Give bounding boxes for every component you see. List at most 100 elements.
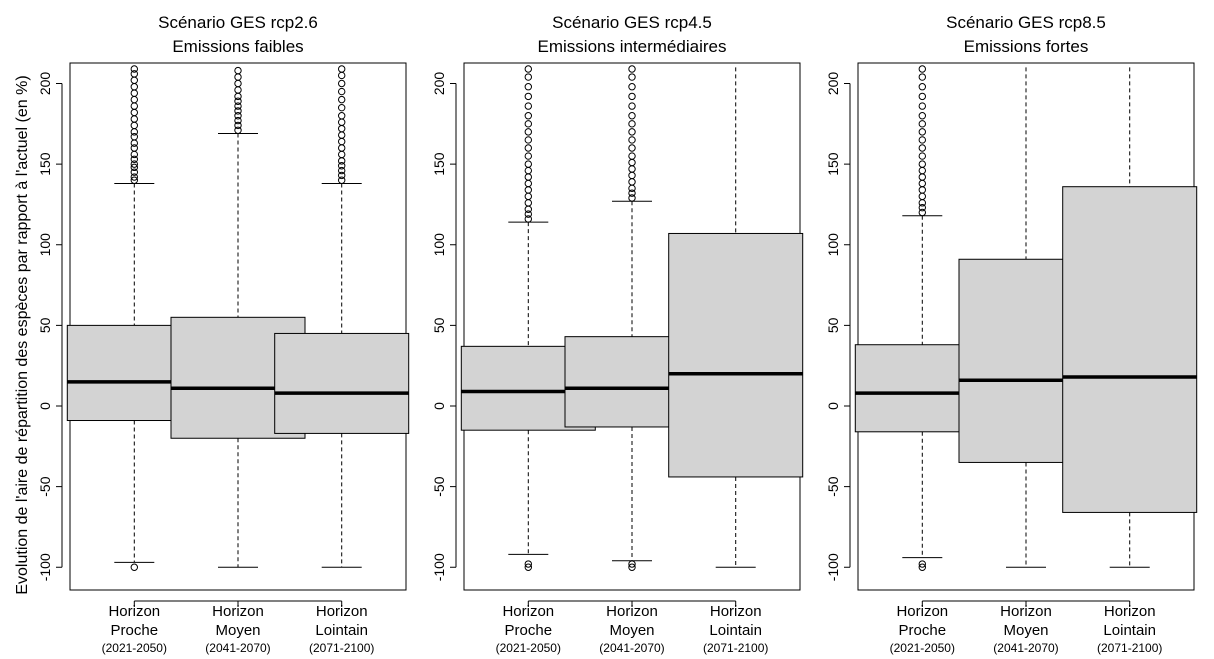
outlier-point [234,107,242,115]
outlier-point [130,176,138,184]
panel-subtitle: Emissions fortes [964,37,1089,56]
x-tick-label-line1: Horizon [108,603,160,620]
outlier-point [234,66,242,75]
y-tick-label: 100 [431,233,447,257]
outlier-point [524,83,532,91]
outlier-point [918,560,926,568]
outlier-point [234,86,242,94]
outlier-point [918,144,926,152]
outlier-point [524,199,532,207]
outlier-point [628,73,636,81]
x-tick-label-period: (2021-2050) [496,641,561,655]
outlier-point [338,137,346,146]
outlier-point [130,102,138,110]
outlier-point [234,97,242,105]
panel-2: -100 -50 0 50 100 150 200 [431,62,804,607]
outlier-point [524,166,532,175]
panel-title: Scénario GES rcp2.6 [158,13,318,32]
y-tick-label: 100 [825,233,841,257]
outlier-point [628,563,636,571]
outlier-point [130,160,138,168]
outlier-point [338,95,346,104]
outlier-point [338,162,346,170]
outlier-point [918,128,926,136]
outlier-point [130,121,138,130]
outlier-point [524,92,532,101]
outlier-point [234,92,242,101]
outlier-point [524,144,532,152]
outlier-point [918,199,926,207]
x-tick-label-line2: Lointain [315,622,368,639]
x-tick-label-period: (2021-2050) [102,641,167,655]
y-tick-label: 0 [431,402,447,410]
outlier-point [524,215,532,223]
outlier-point [130,163,138,172]
box [274,332,410,434]
outlier-point [524,128,532,136]
outlier-point [918,166,926,175]
outlier-point [628,102,636,110]
outlier-point [524,152,532,160]
panel-subtitle: Emissions faibles [172,37,303,56]
outlier-point [918,83,926,91]
x-tick-label-line2: Lointain [1103,622,1156,639]
outlier-point [234,112,242,120]
x-tick-label-line2: Moyen [215,622,260,639]
outlier-point [130,144,138,152]
x-tick-label-period: (2071-2100) [1097,641,1162,655]
outlier-point [918,73,926,81]
outlier-point [338,157,346,165]
outlier-point [234,126,242,134]
outlier-point [918,203,926,212]
outlier-point [524,102,532,110]
outlier-point [628,194,636,202]
y-tick-label: 200 [431,72,447,96]
outlier-point [338,79,346,88]
outlier-point [628,144,636,152]
outlier-point [130,128,138,136]
y-tick-label: -100 [825,553,841,581]
outlier-point [918,160,926,168]
outlier-point [234,73,242,81]
outlier-point [918,102,926,110]
outlier-point [524,173,532,181]
y-tick-label: -50 [431,476,447,496]
outlier-point [524,186,532,194]
x-tick-label-line2: Moyen [1003,622,1048,639]
x-tick-label-line1: Horizon [212,603,264,620]
x-tick-label-line1: Horizon [316,603,368,620]
y-tick-label: 200 [37,72,53,96]
y-tick-label: -100 [431,553,447,581]
outlier-point [130,70,138,78]
outlier-point [234,79,242,88]
x-tick-label-line2: Lointain [709,622,762,639]
panel-subtitle: Emissions intermédiaires [538,37,727,56]
outlier-point [628,136,636,144]
y-tick-label: 100 [37,233,53,257]
y-tick-label: 0 [37,402,53,410]
outlier-point [918,120,926,128]
outlier-point [338,176,346,184]
outlier-point [338,87,346,96]
outlier-point [338,103,346,112]
outlier-point [628,184,636,193]
panel-title: Scénario GES rcp8.5 [946,13,1106,32]
outlier-point [338,118,346,126]
outlier-point [524,560,532,568]
outlier-point [524,205,532,213]
outlier-point [130,65,138,73]
y-tick-label: -50 [825,476,841,496]
y-tick-label: -100 [37,553,53,581]
outlier-point [628,189,636,197]
outlier-point [338,65,346,73]
outlier-point [338,166,346,175]
outlier-point [918,563,926,571]
panel-3: -100 -50 0 50 100 150 200 [825,62,1198,607]
y-tick-label: 150 [37,152,53,176]
outlier-point [524,120,532,128]
y-tick-label: -50 [37,476,53,496]
x-tick-label-line2: Proche [111,622,159,639]
outlier-point [628,165,636,173]
x-tick-label-period: (2041-2070) [205,641,270,655]
